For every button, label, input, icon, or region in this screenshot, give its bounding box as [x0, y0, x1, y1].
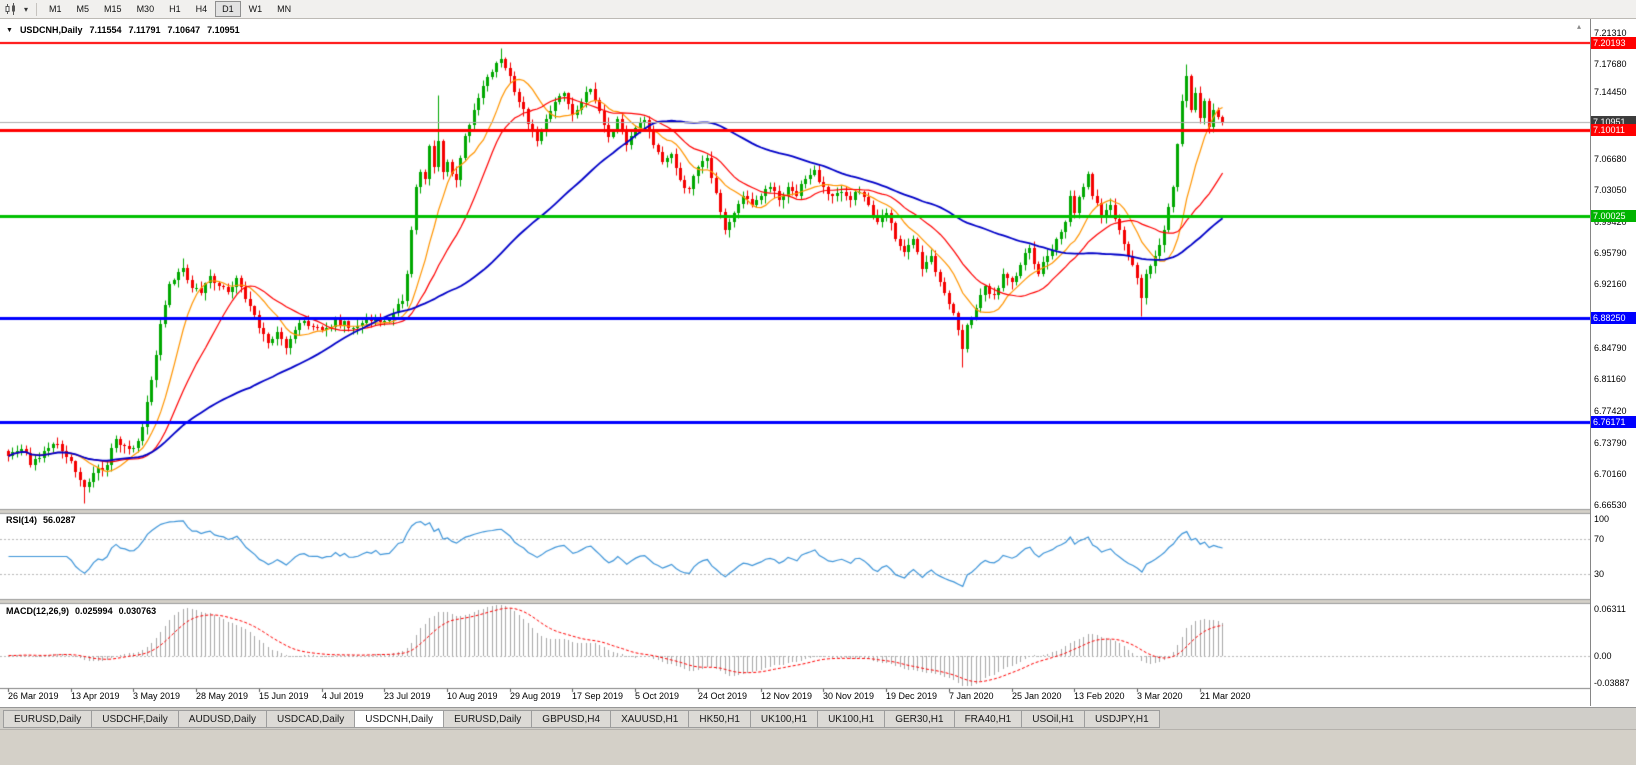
tab-audusd-daily[interactable]: AUDUSD,Daily: [177, 709, 268, 728]
price-axis-label: 6.92160: [1594, 279, 1627, 290]
ohlc-close: 7.10951: [207, 25, 240, 35]
tab-eurusd-daily[interactable]: EURUSD,Daily: [443, 709, 533, 728]
price-axis-label: 6.88530: [1594, 310, 1627, 321]
price-axis-label: 6.81160: [1594, 374, 1626, 385]
macd-axis-label: 0.06311: [1594, 604, 1626, 614]
chart-window: ▼ USDCNH,Daily 7.11554 7.11791 7.10647 7…: [0, 19, 1636, 706]
rsi-axis-label: 30: [1594, 568, 1605, 579]
toolbar-separator: [36, 2, 38, 16]
tab-usdcnh-daily[interactable]: USDCNH,Daily: [354, 709, 445, 728]
timeframe-button-m30[interactable]: M30: [136, 4, 155, 14]
timeframe-button-w1[interactable]: W1: [248, 4, 263, 14]
tab-usdcad-daily[interactable]: USDCAD,Daily: [266, 709, 356, 728]
chart-type-caret-icon[interactable]: ▾: [24, 4, 29, 14]
ohlc-low: 7.10647: [167, 25, 201, 35]
tab-hk50-h1[interactable]: HK50,H1: [688, 709, 751, 728]
ohlc-open: 7.11554: [89, 25, 122, 35]
price-chart-canvas[interactable]: [0, 19, 1590, 706]
price-line-badge: 6.76171: [1591, 416, 1636, 428]
timeframe-button-mn[interactable]: MN: [277, 4, 292, 14]
timeframe-button-h4[interactable]: H4: [195, 4, 208, 14]
price-axis-label: 6.95790: [1594, 247, 1627, 258]
tab-ger30-h1[interactable]: GER30,H1: [884, 709, 955, 728]
timeframe-buttons: M1 M5 M15 M30 H1 H4 D1 W1 MN: [42, 1, 298, 17]
rsi-name: RSI(14): [6, 515, 38, 525]
price-line-badge: 7.00025: [1591, 210, 1636, 223]
price-line-badge: 6.88250: [1591, 311, 1636, 324]
toolbar: ▾ M1 M5 M15 M30 H1 H4 D1 W1 MN: [0, 0, 1636, 19]
price-axis-border: [1590, 19, 1591, 706]
price-axis-label: 7.03050: [1594, 185, 1627, 196]
price-axis-label: 6.99420: [1594, 216, 1627, 227]
macd-axis-label: -0.03887: [1594, 678, 1630, 688]
tab-fra40-h1[interactable]: FRA40,H1: [953, 709, 1023, 728]
price-axis-label: 7.06680: [1594, 154, 1627, 165]
price-axis-label: 7.17680: [1594, 59, 1627, 70]
macd-name: MACD(12,26,9): [6, 606, 70, 616]
price-axis-label: 6.77420: [1594, 406, 1627, 417]
price-axis-label: 6.73790: [1594, 437, 1627, 448]
tab-gbpusd-h4[interactable]: GBPUSD,H4: [531, 709, 612, 728]
timeframe-button-d1[interactable]: D1: [215, 1, 241, 17]
chart-symbol-label: USDCNH,Daily: [19, 25, 83, 35]
price-axis-label: 7.21310: [1594, 28, 1627, 39]
chart-title: ▼ USDCNH,Daily 7.11554 7.11791 7.10647 7…: [6, 25, 240, 35]
tab-xauusd-h1[interactable]: XAUUSD,H1: [610, 709, 690, 728]
timeframe-button-h1[interactable]: H1: [169, 4, 181, 14]
macd-indicator-label: MACD(12,26,9) 0.025994 0.030763: [6, 606, 156, 616]
rsi-axis-label: 100: [1594, 514, 1610, 524]
rsi-indicator-label: RSI(14) 56.0287: [6, 515, 76, 525]
ohlc-high: 7.11791: [128, 25, 161, 35]
price-line-badge: 7.10011: [1591, 124, 1636, 137]
chart-tab-bar: EURUSD,Daily USDCHF,Daily AUDUSD,Daily USDC…: [0, 707, 1636, 729]
tab-usdjpy-h1[interactable]: USDJPY,H1: [1083, 709, 1160, 728]
price-line-badge: 7.10951: [1591, 116, 1636, 129]
one-click-collapse-icon[interactable]: ▼: [6, 26, 13, 34]
timeframe-button-m1[interactable]: M1: [49, 4, 62, 14]
price-axis-label: 7.14450: [1594, 87, 1627, 98]
scroll-marker-icon[interactable]: ▴: [1577, 22, 1582, 31]
macd-axis-label: 0.00: [1594, 650, 1612, 661]
price-axis-label: 6.70160: [1594, 468, 1627, 479]
rsi-axis-label: 70: [1594, 534, 1605, 545]
timeframe-button-m15[interactable]: M15: [104, 4, 122, 14]
macd-signal-value: 0.030763: [118, 606, 157, 616]
rsi-value: 56.0287: [43, 515, 76, 525]
tab-uk100-h1[interactable]: UK100,H1: [817, 709, 886, 728]
tab-uk100-h1[interactable]: UK100,H1: [749, 709, 819, 728]
tab-eurusd-daily[interactable]: EURUSD,Daily: [3, 709, 93, 728]
price-axis-label: 6.66530: [1594, 500, 1627, 511]
status-bar: [0, 729, 1636, 765]
timeframe-button-m5[interactable]: M5: [76, 4, 90, 14]
tab-usdchf-daily[interactable]: USDCHF,Daily: [91, 709, 179, 728]
price-axis-label: 6.84790: [1594, 342, 1627, 353]
macd-main-value: 0.025994: [75, 606, 113, 616]
chart-type-icon[interactable]: [3, 3, 20, 15]
tab-usoil-h1[interactable]: USOil,H1: [1021, 709, 1085, 728]
price-line-badge: 7.20193: [1591, 36, 1636, 49]
